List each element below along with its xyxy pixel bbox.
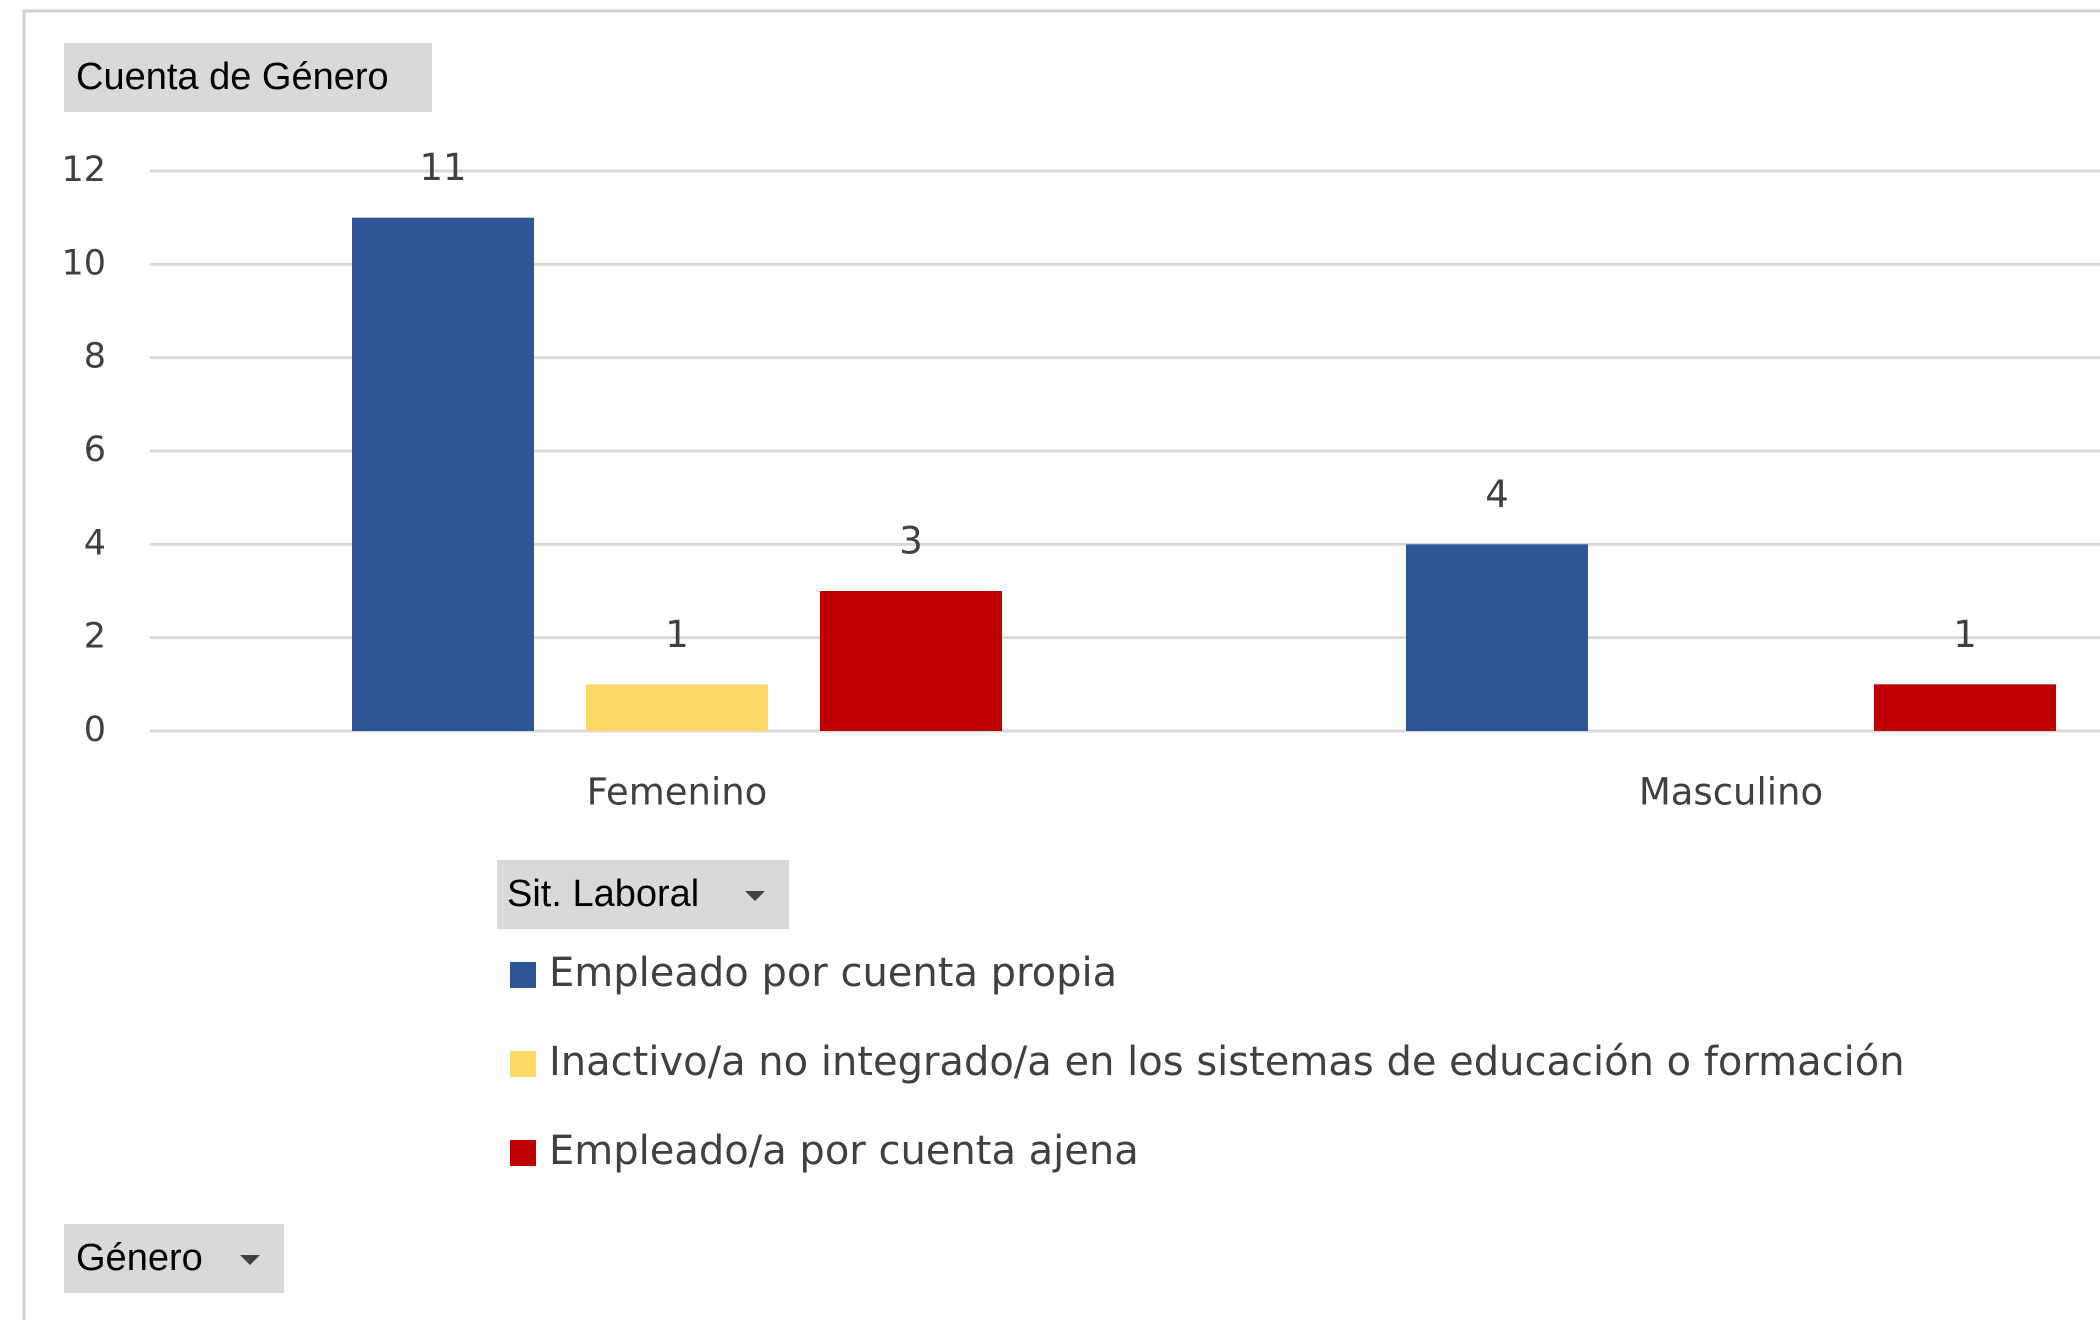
y-tick-label: 0 — [84, 710, 106, 750]
data-label: 3 — [899, 520, 923, 563]
data-label: 4 — [1485, 473, 1509, 516]
bar — [352, 217, 534, 731]
y-tick-label: 10 — [61, 243, 106, 283]
bar — [586, 684, 768, 731]
dropdown-arrow — [240, 1255, 260, 1265]
legend-swatch — [510, 1140, 536, 1166]
data-label: 1 — [665, 613, 689, 656]
x-tick-label: Masculino — [1639, 771, 1823, 814]
values-button[interactable] — [64, 43, 432, 112]
bar — [820, 591, 1002, 731]
bar — [1874, 684, 2056, 731]
data-label: 1 — [1953, 613, 1977, 656]
x-tick-label: Femenino — [587, 771, 768, 814]
y-tick-label: 12 — [61, 150, 106, 190]
data-label: 11 — [419, 146, 466, 189]
legend-swatch — [510, 1051, 536, 1077]
chart-frame — [22, 9, 2100, 1320]
y-tick-label: 2 — [84, 617, 106, 657]
y-tick-label: 8 — [84, 337, 106, 377]
y-tick-label: 6 — [84, 430, 106, 470]
values-button-label: Cuenta de Género — [76, 56, 389, 98]
legend-label: Inactivo/a no integrado/a en los sistema… — [549, 1039, 1905, 1085]
legend-label: Empleado por cuenta propia — [549, 950, 1117, 996]
axis-button-label: Género — [76, 1237, 203, 1279]
legend-label: Empleado/a por cuenta ajena — [549, 1128, 1139, 1174]
dropdown-arrow — [745, 891, 765, 901]
y-tick-label: 4 — [84, 523, 106, 563]
legend-button-label: Sit. Laboral — [507, 873, 699, 915]
legend-button[interactable] — [497, 860, 789, 929]
bar — [1406, 544, 1588, 731]
legend-swatch — [510, 962, 536, 988]
